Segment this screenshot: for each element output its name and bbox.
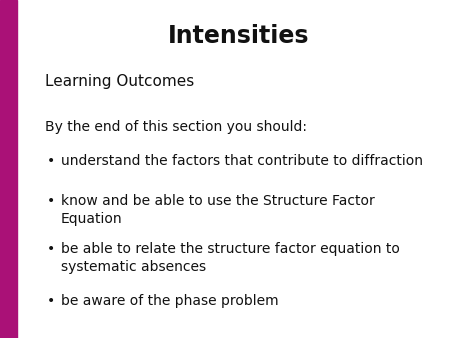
Text: •: • [47,154,55,168]
Text: be able to relate the structure factor equation to
systematic absences: be able to relate the structure factor e… [61,242,400,273]
Text: Intensities: Intensities [168,24,309,48]
Bar [0,0,17,338]
Text: •: • [47,194,55,208]
Text: Learning Outcomes: Learning Outcomes [45,74,194,89]
Text: be aware of the phase problem: be aware of the phase problem [61,294,279,308]
Text: •: • [47,242,55,256]
Text: understand the factors that contribute to diffraction: understand the factors that contribute t… [61,154,423,168]
Text: •: • [47,294,55,308]
Text: By the end of this section you should:: By the end of this section you should: [45,120,307,134]
Text: know and be able to use the Structure Factor
Equation: know and be able to use the Structure Fa… [61,194,374,226]
